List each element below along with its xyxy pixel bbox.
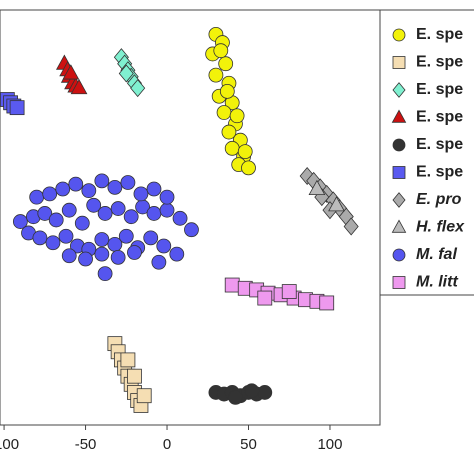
point xyxy=(68,176,84,192)
point xyxy=(32,230,48,246)
point xyxy=(237,144,253,159)
point xyxy=(208,67,224,83)
legend-label: M. litt xyxy=(416,274,458,291)
point xyxy=(37,206,53,221)
x-tick-label: -50 xyxy=(75,436,97,453)
point xyxy=(45,235,61,251)
point xyxy=(74,215,90,231)
point xyxy=(257,290,273,306)
legend-marker xyxy=(392,138,406,152)
point xyxy=(159,189,175,205)
x-tick-label: 100 xyxy=(317,436,342,453)
point xyxy=(70,78,88,95)
legend-label: E. spe xyxy=(416,109,463,126)
point xyxy=(62,64,80,80)
legend-label: E. pro xyxy=(416,191,462,208)
point xyxy=(94,232,110,247)
legend-marker xyxy=(392,276,406,289)
point xyxy=(224,277,240,293)
point xyxy=(308,179,326,196)
point xyxy=(97,206,113,221)
legend-label: M. fal xyxy=(416,246,457,263)
point xyxy=(120,352,136,368)
point xyxy=(218,56,234,72)
point xyxy=(97,266,113,282)
point xyxy=(127,368,142,384)
point xyxy=(94,173,110,189)
point xyxy=(58,228,74,244)
point xyxy=(146,181,162,197)
legend-marker xyxy=(392,192,406,208)
legend-marker xyxy=(391,219,407,233)
legend-marker xyxy=(392,248,406,262)
legend-marker xyxy=(392,82,406,98)
point xyxy=(29,189,45,205)
point xyxy=(216,105,232,120)
point xyxy=(156,238,172,254)
point xyxy=(328,196,345,212)
point xyxy=(86,197,102,213)
point xyxy=(110,249,126,265)
point xyxy=(48,212,64,228)
point xyxy=(221,124,237,140)
legend-marker xyxy=(391,109,407,123)
point xyxy=(107,179,123,195)
point xyxy=(118,64,134,83)
point xyxy=(130,79,146,98)
point xyxy=(127,245,142,260)
point xyxy=(146,206,162,221)
legend-marker xyxy=(392,56,406,69)
legend-marker xyxy=(392,28,406,42)
point xyxy=(9,100,25,116)
point xyxy=(94,246,110,262)
point xyxy=(81,183,97,199)
point xyxy=(241,160,256,176)
point xyxy=(244,383,260,399)
point xyxy=(110,201,126,216)
x-tick-label: 50 xyxy=(240,436,257,453)
point xyxy=(151,254,167,270)
x-tick-label: -100 xyxy=(0,436,19,453)
point xyxy=(12,214,28,229)
point xyxy=(343,217,359,236)
point xyxy=(136,388,152,404)
point xyxy=(219,83,235,99)
point xyxy=(55,181,71,197)
point xyxy=(172,210,188,226)
point xyxy=(120,175,136,190)
point xyxy=(61,248,77,264)
point xyxy=(159,202,175,218)
legend-label: E. spe xyxy=(416,54,463,71)
point xyxy=(213,43,229,59)
point xyxy=(123,209,139,225)
legend-label: E. spe xyxy=(416,26,463,43)
point xyxy=(133,186,149,202)
x-tick-label: 0 xyxy=(163,436,171,453)
legend-label: E. spe xyxy=(416,164,463,181)
legend-label: E. spe xyxy=(416,136,463,153)
legend-marker xyxy=(392,166,406,179)
point xyxy=(169,246,185,262)
point xyxy=(228,389,243,405)
point xyxy=(61,202,77,218)
point xyxy=(143,230,159,246)
point xyxy=(78,251,93,267)
legend-label: H. flex xyxy=(416,219,465,236)
point xyxy=(42,186,58,202)
point xyxy=(319,295,335,311)
point xyxy=(257,385,273,400)
point xyxy=(184,222,199,238)
point xyxy=(281,284,297,299)
point xyxy=(118,228,134,244)
point xyxy=(229,108,245,124)
legend-label: E. spe xyxy=(416,81,463,98)
